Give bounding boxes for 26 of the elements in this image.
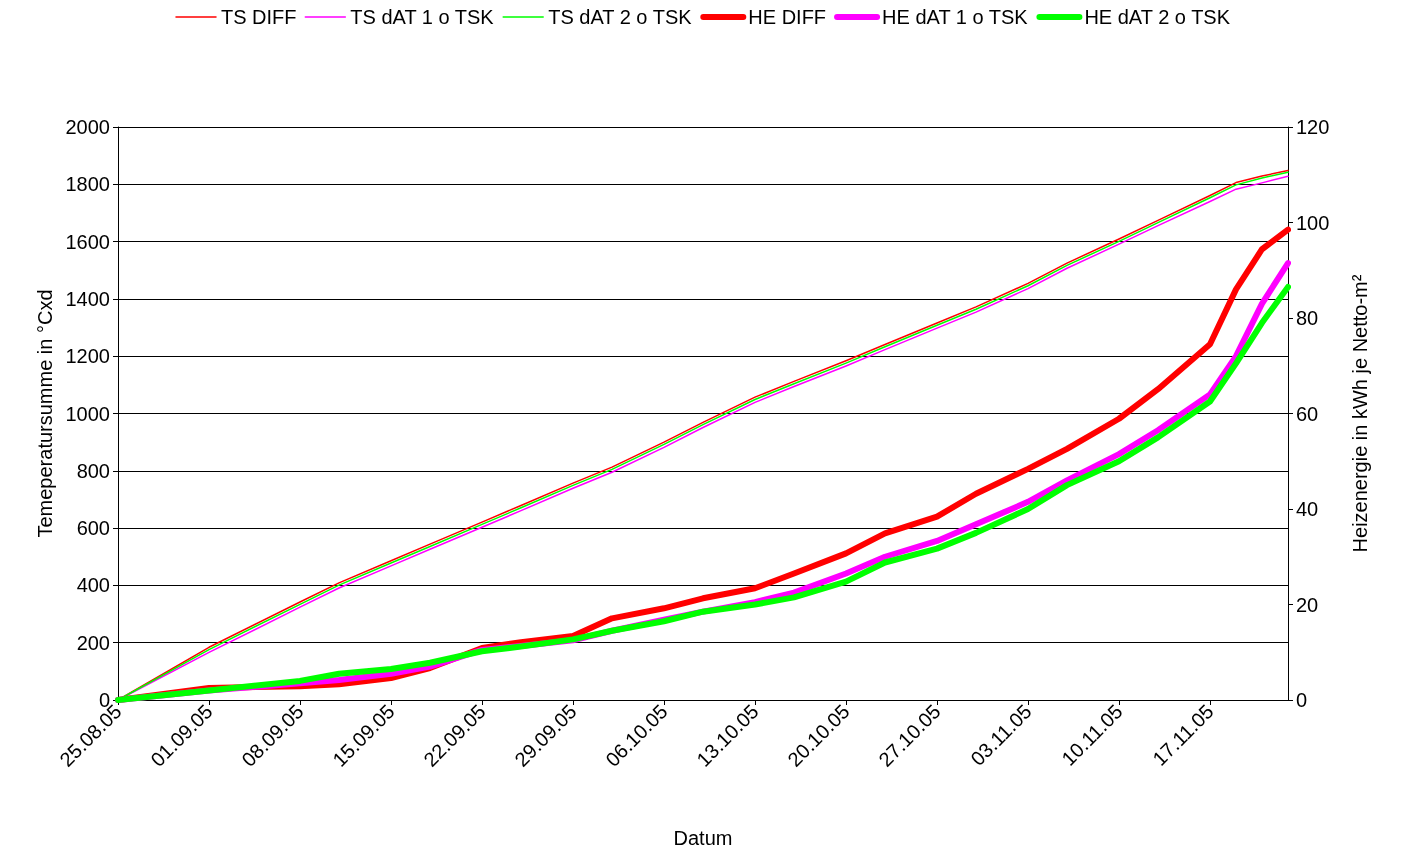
legend-label: HE dAT 1 o TSK (882, 6, 1029, 28)
y-tick-label: 1600 (65, 230, 110, 253)
y-tick-label: 1000 (65, 402, 110, 425)
y-tick-label: 600 (76, 517, 110, 540)
legend-label: TS dAT 1 o TSK (350, 6, 495, 28)
legend-label: HE DIFF (748, 6, 827, 28)
y-tick-label: 200 (76, 631, 110, 654)
y-tick-label: 800 (76, 459, 110, 482)
y-tick-label: 2000 (65, 116, 110, 138)
y-tick-label: 1800 (65, 173, 110, 196)
legend-label: HE dAT 2 o TSK (1084, 6, 1231, 28)
y2-tick-label: 0 (1296, 689, 1308, 711)
y2-tick-label: 20 (1296, 593, 1319, 616)
y2-axis-title: Heizenergie in kWh je Netto-m² (1349, 274, 1371, 553)
y2-tick-label: 60 (1296, 402, 1319, 425)
y-tick-label: 1200 (65, 345, 110, 368)
y2-tick-label: 120 (1296, 116, 1330, 138)
legend-label: TS DIFF (221, 6, 297, 28)
y-tick-label: 1400 (65, 287, 110, 310)
y-axis-title: Temeperatursumme in °Cxd (33, 289, 56, 538)
y2-tick-label: 100 (1296, 211, 1330, 234)
x-axis-title: Datum (673, 827, 733, 849)
y2-tick-label: 80 (1296, 307, 1319, 329)
y2-tick-label: 40 (1296, 498, 1319, 520)
y-tick-label: 400 (76, 574, 110, 597)
legend-label: TS dAT 2 o TSK (548, 6, 693, 28)
